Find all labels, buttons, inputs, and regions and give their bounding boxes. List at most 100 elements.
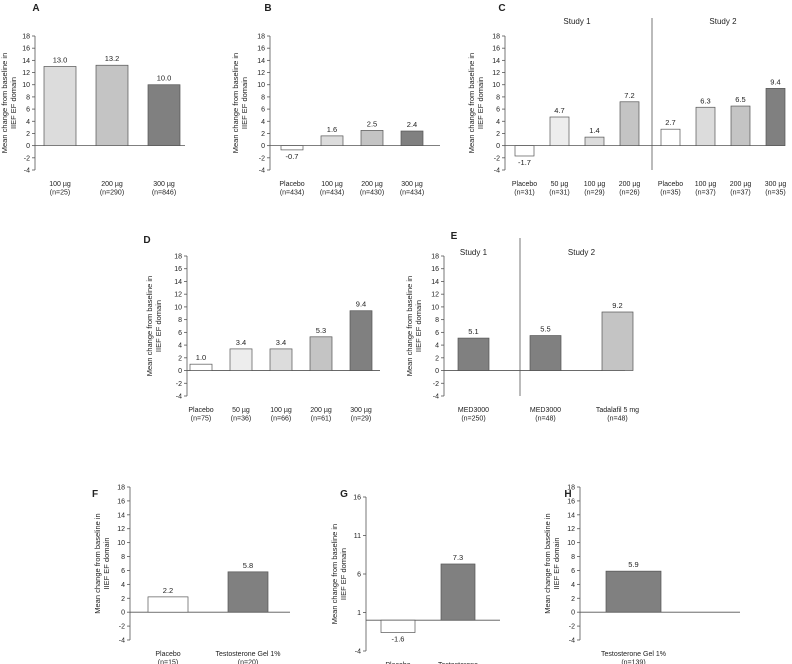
y-tick-label: 8 [121, 554, 125, 561]
panel-letter: F [92, 489, 98, 500]
y-tick-label: 10 [492, 82, 500, 89]
y-tick-label: 8 [496, 94, 500, 101]
study-label: Study 2 [568, 248, 596, 257]
bar [147, 84, 181, 146]
x-category-label-line: 300 µg [153, 181, 175, 188]
x-category-label-line: 50 µg [551, 181, 569, 188]
x-category-label-line: (n=48) [535, 416, 555, 423]
data-label: -0.7 [286, 152, 299, 161]
x-category-label-line: Placebo [279, 181, 304, 188]
data-label: 5.3 [316, 326, 326, 335]
data-label: 2.7 [665, 118, 675, 127]
y-axis-label-line: Mean change from baseline in [330, 524, 339, 624]
x-category-label: 300 µg (n=35) [765, 181, 787, 197]
y-tick-label: 8 [261, 94, 265, 101]
panel-letter: C [498, 3, 505, 14]
x-category-label: 100 µg (n=66) [270, 407, 292, 423]
chart-panel-a: A Mean change from baseline inIIEF EF dom… [0, 3, 185, 197]
y-tick-label: 4 [261, 119, 265, 126]
y-tick-label: 0 [178, 368, 182, 375]
chart-panel-g: G Mean change from baseline inIIEF EF dom… [330, 489, 500, 664]
y-tick-label: 16 [22, 46, 30, 53]
bar [95, 64, 129, 146]
bar [440, 563, 476, 621]
data-label: 2.5 [367, 119, 377, 128]
x-category-label-line: 200 µg [101, 181, 123, 188]
y-tick-label: 10 [431, 304, 439, 311]
y-tick-label: 14 [117, 512, 125, 519]
x-category-label: Placebo(n=15) [385, 662, 410, 664]
data-label: 10.0 [157, 74, 172, 83]
panel-letter: E [451, 231, 458, 242]
y-tick-label: 16 [174, 266, 182, 273]
y-tick-label: 6 [571, 568, 575, 575]
chart-panel-h: H Mean change from baseline inIIEF EF dom… [543, 485, 740, 664]
y-tick-label: 18 [567, 485, 575, 492]
x-category-label-line: (n=37) [695, 190, 715, 197]
y-tick-label: 14 [174, 279, 182, 286]
y-tick-label: 4 [435, 343, 439, 350]
panel-letter: D [143, 235, 150, 246]
data-label: 13.0 [53, 55, 68, 64]
x-category-label-line: (n=434) [280, 190, 304, 197]
x-category-label-line: MED3000 [530, 407, 561, 414]
y-axis-label-line: IIEF EF domain [414, 300, 423, 352]
bar [605, 570, 662, 613]
data-label: 5.8 [243, 561, 253, 570]
y-axis-label: Mean change from baseline inIIEF EF doma… [0, 53, 18, 153]
study-label: Study 2 [709, 17, 737, 26]
y-axis-label-line: IIEF EF domain [476, 77, 485, 129]
x-category-label-line: Testosterone [438, 662, 478, 664]
y-axis-label-line: Mean change from baseline in [467, 53, 476, 153]
x-category-label-line: Placebo [188, 407, 213, 414]
y-tick-label: 0 [26, 143, 30, 150]
study-label: Study 1 [460, 248, 488, 257]
chart-panel-b: B Mean change from baseline inIIEF EF dom… [231, 3, 440, 197]
y-tick-label: 12 [492, 70, 500, 77]
x-category-label-line: (n=430) [360, 190, 384, 197]
bar [147, 596, 189, 613]
y-tick-label: 2 [26, 131, 30, 138]
y-tick-label: -4 [259, 168, 265, 175]
bar [730, 105, 751, 146]
y-tick-label: 8 [435, 317, 439, 324]
y-tick-label: 8 [178, 317, 182, 324]
x-category-label-line: 200 µg [619, 181, 641, 188]
data-label: 5.5 [540, 325, 550, 334]
chart-panel-e: E Mean change from baseline inIIEF EF dom… [405, 231, 639, 423]
x-category-label-line: Placebo [512, 181, 537, 188]
bar [43, 66, 77, 146]
y-tick-label: 18 [22, 34, 30, 41]
x-category-label-line: (n=434) [400, 190, 424, 197]
x-category-label: 100 µg (n=434) [320, 181, 344, 197]
y-tick-label: 2 [496, 131, 500, 138]
x-category-label-line: (n=290) [100, 190, 124, 197]
x-category-label-line: (n=61) [311, 416, 331, 423]
y-axis-label-line: Mean change from baseline in [405, 276, 414, 376]
x-category-label: 300 µg (n=434) [400, 181, 424, 197]
y-tick-label: 8 [571, 554, 575, 561]
x-category-label: Testosterone50 mg (n=15) [437, 662, 479, 664]
y-axis-label: Mean change from baseline inIIEF EF doma… [543, 513, 561, 613]
y-tick-label: 0 [496, 143, 500, 150]
data-label: 6.5 [735, 95, 745, 104]
y-axis-label: Mean change from baseline inIIEF EF doma… [145, 276, 163, 376]
y-tick-label: 12 [257, 70, 265, 77]
y-tick-label: 6 [26, 107, 30, 114]
bar [549, 116, 570, 146]
y-tick-label: 0 [435, 368, 439, 375]
y-tick-label: 6 [121, 568, 125, 575]
y-axis-label-line: IIEF EF domain [9, 77, 18, 129]
y-tick-label: 6 [435, 330, 439, 337]
data-label: 9.4 [770, 77, 780, 86]
x-category-label: 300 µg (n=29) [350, 407, 372, 423]
x-category-label-line: (n=66) [271, 416, 291, 423]
x-category-label-line: 300 µg [401, 181, 423, 188]
y-tick-label: 14 [431, 279, 439, 286]
x-category-label-line: 200 µg [361, 181, 383, 188]
bar [269, 348, 293, 371]
x-category-label-line: (n=846) [152, 190, 176, 197]
x-category-label-line: Placebo [658, 181, 683, 188]
bar [584, 136, 605, 146]
y-tick-label: 4 [571, 582, 575, 589]
